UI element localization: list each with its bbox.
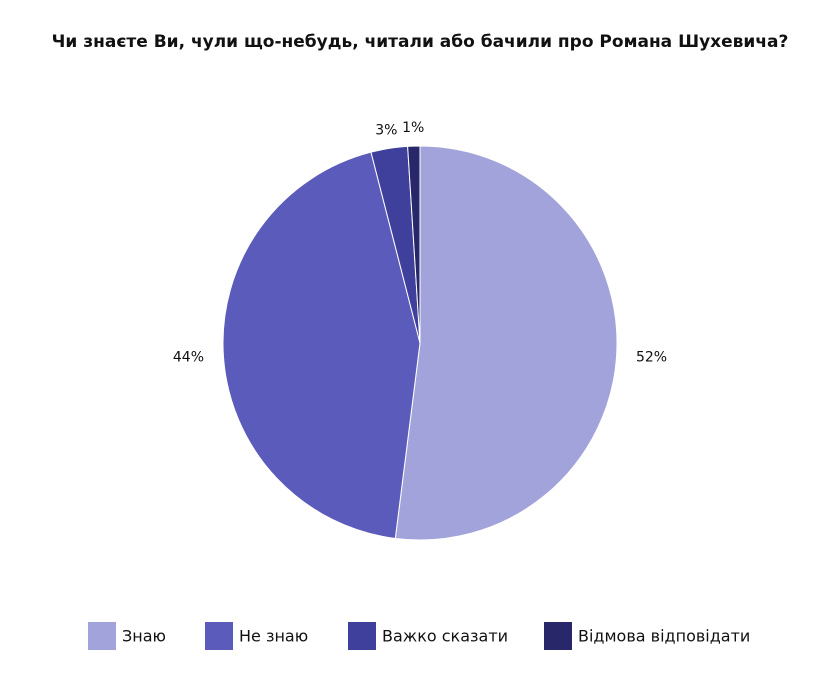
legend-label: Знаю (122, 627, 166, 646)
pie-slice (407, 145, 421, 344)
legend-label: Відмова відповідати (578, 627, 750, 646)
legend-swatch (544, 622, 572, 650)
legend-swatch (205, 622, 233, 650)
legend-label: Важко сказати (382, 627, 508, 646)
pie-slice (222, 151, 421, 540)
data-label: 52% (636, 350, 667, 366)
pie-slice (394, 145, 618, 541)
data-label: 44% (173, 350, 204, 366)
data-label: 1% (402, 120, 424, 136)
chart-title: Чи знаєте Ви, чули що-небудь, читали або… (52, 32, 789, 52)
legend-swatch (88, 622, 116, 650)
legend-label: Не знаю (239, 627, 308, 646)
legend-swatch (348, 622, 376, 650)
data-label: 3% (375, 123, 397, 139)
